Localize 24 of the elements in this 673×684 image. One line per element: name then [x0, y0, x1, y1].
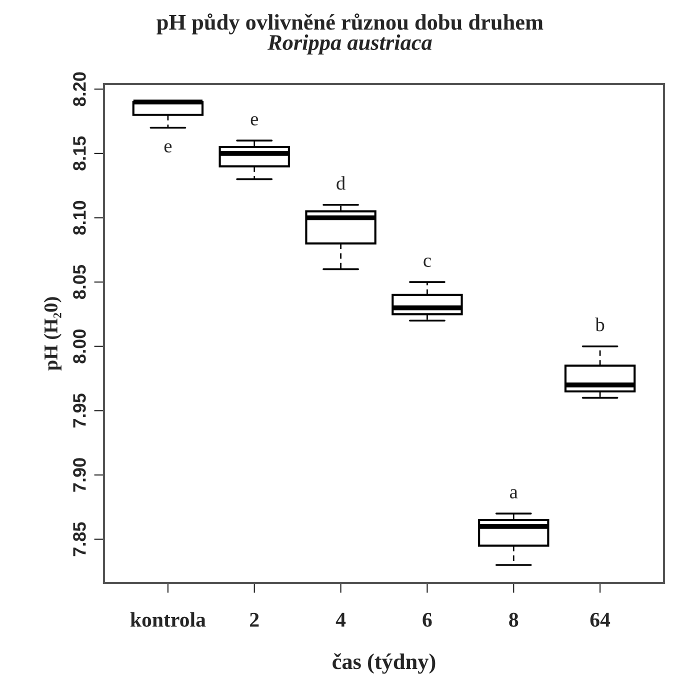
chart-subtitle: Rorippa austriaca	[268, 34, 432, 55]
chart-title: pH půdy ovlivněné různou dobu druhem	[156, 13, 544, 34]
x-axis-title: čas (týdny)	[332, 653, 436, 674]
y-axis-title: pH (H₂0)	[44, 297, 62, 370]
y-tick-label: 7.85	[73, 522, 86, 556]
annotation: e	[250, 116, 258, 126]
x-tick-label: 6	[422, 612, 432, 627]
y-tick-label: 8.20	[73, 72, 86, 106]
annotation: d	[336, 176, 346, 190]
x-tick-label: 8	[509, 612, 518, 627]
x-tick-label: 64	[590, 612, 610, 627]
x-tick-label: 4	[336, 612, 346, 627]
y-tick-label: 7.90	[73, 458, 86, 492]
annotation: a	[510, 489, 518, 498]
y-tick-label: 8.15	[73, 136, 86, 170]
y-tick-label: 8.00	[73, 330, 86, 364]
y-tick-label: 8.10	[73, 200, 86, 235]
x-tick-label: 2	[250, 612, 259, 627]
annotation: e	[164, 143, 172, 153]
annotation: c	[424, 258, 431, 267]
x-tick-label: kontrola	[130, 612, 206, 627]
annotation: b	[595, 318, 604, 332]
y-tick-label: 7.95	[73, 394, 86, 428]
y-tick-label: 8.05	[73, 264, 86, 300]
